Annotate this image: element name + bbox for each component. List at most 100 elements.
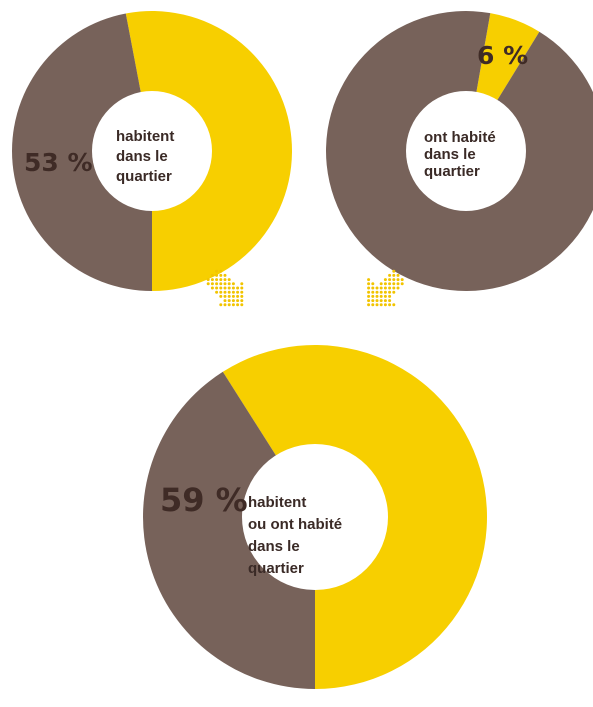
arrow-dot [383, 303, 387, 307]
arrow-dot [379, 282, 383, 286]
arrow-dot [215, 278, 219, 282]
arrow-dot [375, 286, 379, 290]
arrow-dot [231, 290, 235, 294]
svg-text:habitent dans le q: habitent dans le quartier [116, 128, 179, 185]
arrow-dot [388, 294, 392, 298]
arrow-dot [367, 299, 371, 303]
chart3-slice-brown [143, 371, 315, 689]
arrow-dot [231, 303, 235, 307]
chart1-center-line-3: quartier [116, 168, 172, 185]
arrow-dot [215, 273, 219, 277]
arrow-dot [227, 290, 231, 294]
arrow-dot [392, 290, 396, 294]
donut-chart-2: 6 % ont habité dans le quartier [326, 11, 593, 291]
chart3-center-line-2: ou ont habité [248, 516, 342, 533]
chart3-percent-label: 59 % [160, 481, 248, 519]
chart1-center-hole [92, 91, 212, 211]
arrow-dot [219, 290, 223, 294]
arrow-dot [392, 273, 396, 277]
arrow-dot [227, 286, 231, 290]
arrow-dot [219, 278, 223, 282]
arrow-dot [371, 286, 375, 290]
arrow-dot [227, 299, 231, 303]
arrow-dot [206, 282, 210, 286]
arrow-dot [367, 290, 371, 294]
chart1-center-line-1: habitent [116, 128, 174, 145]
arrow-dot [367, 286, 371, 290]
arrow-dot [367, 294, 371, 298]
arrow-dot [231, 286, 235, 290]
arrow-dot [219, 269, 223, 273]
arrow-dot [400, 278, 404, 282]
arrow-dot [367, 303, 371, 307]
arrow-dot [231, 282, 235, 286]
arrow-dot [379, 299, 383, 303]
arrow-dot [240, 299, 244, 303]
arrow-dot [219, 273, 223, 277]
arrow-dot [223, 286, 227, 290]
arrow-dot [371, 299, 375, 303]
arrow-dot [375, 290, 379, 294]
chart2-center-hole [406, 91, 526, 211]
arrow-dot [219, 303, 223, 307]
arrow-dot [223, 299, 227, 303]
arrow-dot [379, 290, 383, 294]
arrow-dot [392, 282, 396, 286]
arrow-dot [388, 290, 392, 294]
chart1-slice-brown [12, 13, 152, 291]
arrow-dot [379, 294, 383, 298]
arrow-dot [388, 286, 392, 290]
arrow-dot [236, 290, 240, 294]
arrow-dot [223, 303, 227, 307]
dotted-arrow-left-icon [206, 269, 244, 307]
arrow-dot [210, 286, 214, 290]
arrow-dot [383, 286, 387, 290]
arrow-dot [236, 299, 240, 303]
dotted-arrow-right-icon [367, 269, 404, 307]
arrow-dot [210, 273, 214, 277]
svg-text:habitent ou ont habité: habitent ou ont habité dans le quartier [248, 494, 346, 577]
arrow-dot [215, 290, 219, 294]
arrow-dot [223, 294, 227, 298]
arrow-dot [375, 294, 379, 298]
arrow-dot [388, 278, 392, 282]
arrow-dot [215, 269, 219, 273]
arrow-dot [388, 282, 392, 286]
arrow-dot [367, 278, 371, 282]
chart1-center-line-2: dans le [116, 148, 168, 165]
chart2-percent-label: 6 % [477, 41, 528, 70]
arrow-dot [223, 282, 227, 286]
arrow-dot [227, 303, 231, 307]
donut-chart-1: 53 % habitent dans le quartier [12, 11, 293, 291]
arrow-dot [206, 278, 210, 282]
arrow-dot [371, 303, 375, 307]
arrow-dot [240, 303, 244, 307]
arrow-dot [236, 286, 240, 290]
svg-text:ont habité dans le: ont habité dans le quartier [424, 129, 500, 180]
arrow-dot [367, 282, 371, 286]
arrow-dot [240, 282, 244, 286]
arrow-dot [383, 290, 387, 294]
arrow-dot [392, 286, 396, 290]
chart3-center-line-4: quartier [248, 560, 304, 577]
arrow-dot [215, 282, 219, 286]
arrow-dot [383, 282, 387, 286]
chart2-center-line-2: dans le [424, 146, 476, 163]
arrow-dot [383, 299, 387, 303]
arrow-dot [375, 299, 379, 303]
arrow-dot [236, 294, 240, 298]
arrow-dot [210, 278, 214, 282]
arrow-dot [240, 286, 244, 290]
arrow-dot [240, 294, 244, 298]
arrow-dot [383, 278, 387, 282]
arrow-dot [396, 286, 400, 290]
arrow-dot [388, 299, 392, 303]
arrow-dot [231, 299, 235, 303]
arrow-dot [240, 290, 244, 294]
donut-chart-3: 59 % habitent ou ont habité dans le quar… [143, 345, 488, 689]
arrow-dot [392, 303, 396, 307]
arrow-dot [379, 286, 383, 290]
chart1-percent-label: 53 % [24, 148, 93, 177]
arrow-dot [388, 303, 392, 307]
arrow-dot [236, 303, 240, 307]
